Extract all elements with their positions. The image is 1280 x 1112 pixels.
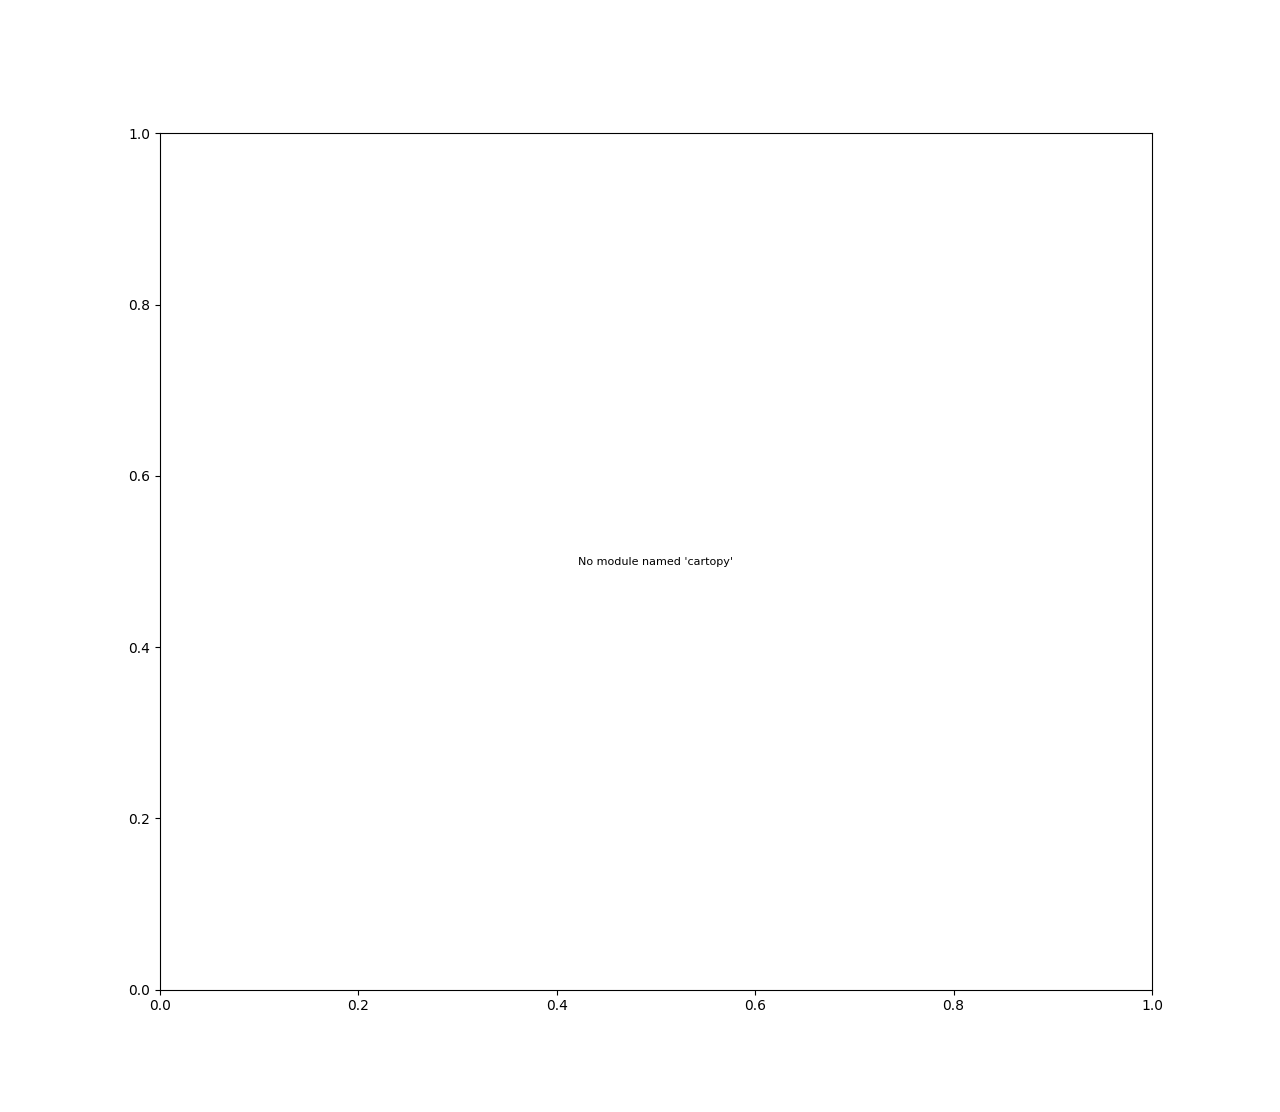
Text: No module named 'cartopy': No module named 'cartopy': [579, 557, 733, 566]
